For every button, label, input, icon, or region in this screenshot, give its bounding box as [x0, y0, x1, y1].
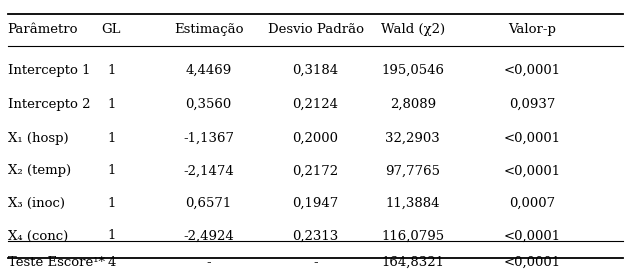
Text: Estimação: Estimação	[174, 23, 244, 36]
Text: 0,2124: 0,2124	[293, 98, 338, 111]
Text: 0,1947: 0,1947	[292, 197, 339, 210]
Text: Parâmetro: Parâmetro	[8, 23, 78, 36]
Text: 0,0937: 0,0937	[509, 98, 555, 111]
Text: 1: 1	[107, 64, 115, 77]
Text: Intercepto 1: Intercepto 1	[8, 64, 90, 77]
Text: 1: 1	[107, 132, 115, 145]
Text: 1: 1	[107, 230, 115, 242]
Text: -: -	[206, 256, 211, 269]
Text: <0,0001: <0,0001	[504, 132, 561, 145]
Text: 4,4469: 4,4469	[186, 64, 232, 77]
Text: <0,0001: <0,0001	[504, 164, 561, 177]
Text: GL: GL	[102, 23, 121, 36]
Text: <0,0001: <0,0001	[504, 64, 561, 77]
Text: 0,6571: 0,6571	[186, 197, 232, 210]
Text: X₄ (conc): X₄ (conc)	[8, 230, 68, 242]
Text: <0,0001: <0,0001	[504, 256, 561, 269]
Text: -: -	[313, 256, 318, 269]
Text: X₁ (hosp): X₁ (hosp)	[8, 132, 68, 145]
Text: X₃ (inoc): X₃ (inoc)	[8, 197, 64, 210]
Text: 1: 1	[107, 197, 115, 210]
Text: Intercepto 2: Intercepto 2	[8, 98, 90, 111]
Text: 2,8089: 2,8089	[390, 98, 436, 111]
Text: X₂ (temp): X₂ (temp)	[8, 164, 71, 177]
Text: Desvio Padrão: Desvio Padrão	[268, 23, 363, 36]
Text: -1,1367: -1,1367	[183, 132, 234, 145]
Text: Teste Escore¹*: Teste Escore¹*	[8, 256, 105, 269]
Text: 1: 1	[107, 98, 115, 111]
Text: 11,3884: 11,3884	[386, 197, 440, 210]
Text: 116,0795: 116,0795	[381, 230, 444, 242]
Text: 0,0007: 0,0007	[509, 197, 555, 210]
Text: 4: 4	[107, 256, 115, 269]
Text: 1: 1	[107, 164, 115, 177]
Text: 164,8321: 164,8321	[381, 256, 444, 269]
Text: 32,2903: 32,2903	[386, 132, 440, 145]
Text: 97,7765: 97,7765	[386, 164, 440, 177]
Text: 0,3184: 0,3184	[292, 64, 339, 77]
Text: 0,3560: 0,3560	[186, 98, 232, 111]
Text: 0,2172: 0,2172	[292, 164, 339, 177]
Text: Valor-p: Valor-p	[509, 23, 556, 36]
Text: -2,4924: -2,4924	[184, 230, 234, 242]
Text: -2,1474: -2,1474	[184, 164, 234, 177]
Text: <0,0001: <0,0001	[504, 230, 561, 242]
Text: 0,2000: 0,2000	[293, 132, 338, 145]
Text: 195,0546: 195,0546	[381, 64, 444, 77]
Text: Wald (χ2): Wald (χ2)	[381, 23, 445, 36]
Text: 0,2313: 0,2313	[292, 230, 339, 242]
